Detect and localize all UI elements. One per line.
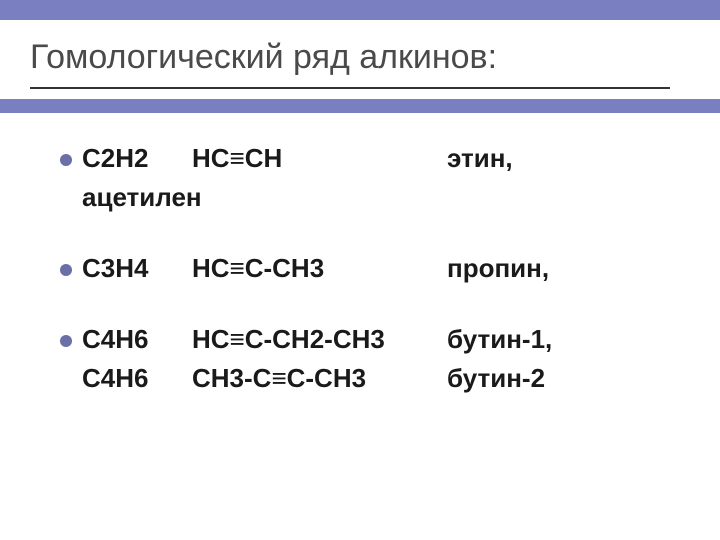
molecular-formula: С3Н4 [82,253,192,284]
bullet-icon [60,264,72,276]
compound-name: пропин, [447,253,549,284]
compound-name: этин, [447,143,513,174]
structural-formula: НС≡СН [192,143,447,174]
header-accent-band [0,0,720,20]
bullet-icon [60,154,72,166]
title-accent-band [0,99,720,113]
page-title: Гомологический ряд алкинов: [30,38,690,77]
compound-row: С2Н2 НС≡СН этин, [60,143,660,174]
compound-row: С4Н6 НС≡С-СН2-СН3 бутин-1, [60,324,660,355]
compound-name: бутин-1, [447,324,552,355]
structural-formula: НС≡С-СН3 [192,253,447,284]
list-item: С2Н2 НС≡СН этин, ацетилен [60,143,660,213]
structural-formula: СН3-С≡С-СН3 [192,363,447,394]
compound-name: бутин-2 [447,363,545,394]
molecular-formula: С4Н6 [82,324,192,355]
compound-name-alt: ацетилен [82,182,660,213]
title-section: Гомологический ряд алкинов: [0,20,720,97]
compound-row: С4Н6 СН3-С≡С-СН3 бутин-2 [60,363,660,394]
list-item: С4Н6 НС≡С-СН2-СН3 бутин-1, С4Н6 СН3-С≡С-… [60,324,660,394]
molecular-formula: С2Н2 [82,143,192,174]
molecular-formula: С4Н6 [82,363,192,394]
compound-row: С3Н4 НС≡С-СН3 пропин, [60,253,660,284]
title-underline [30,87,670,89]
content-area: С2Н2 НС≡СН этин, ацетилен С3Н4 НС≡С-СН3 … [0,113,720,394]
list-item: С3Н4 НС≡С-СН3 пропин, [60,253,660,284]
structural-formula: НС≡С-СН2-СН3 [192,324,447,355]
bullet-icon [60,335,72,347]
